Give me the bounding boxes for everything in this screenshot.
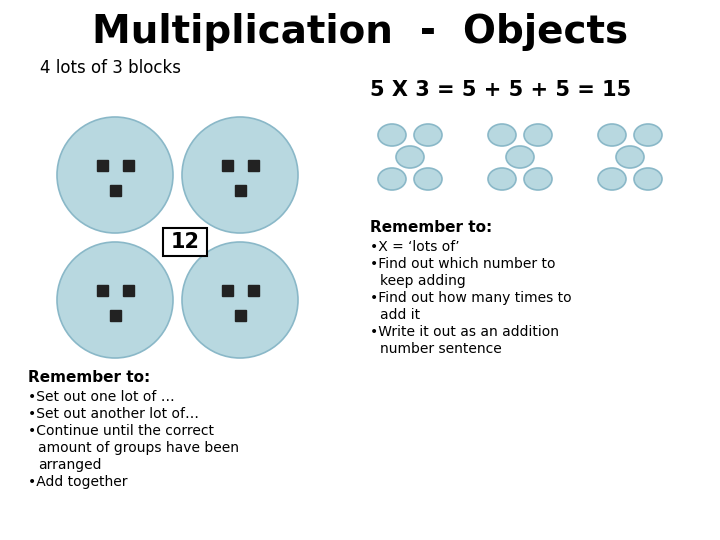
Text: keep adding: keep adding bbox=[380, 274, 466, 288]
Ellipse shape bbox=[414, 168, 442, 190]
Text: •Add together: •Add together bbox=[28, 475, 127, 489]
Ellipse shape bbox=[524, 124, 552, 146]
Ellipse shape bbox=[598, 168, 626, 190]
Text: •Set out one lot of …: •Set out one lot of … bbox=[28, 390, 175, 404]
Bar bbox=[235, 185, 246, 195]
Ellipse shape bbox=[506, 146, 534, 168]
Circle shape bbox=[182, 117, 298, 233]
FancyBboxPatch shape bbox=[163, 228, 207, 256]
Text: Remember to:: Remember to: bbox=[28, 370, 150, 385]
Bar bbox=[109, 185, 120, 195]
Text: 12: 12 bbox=[171, 232, 199, 252]
Ellipse shape bbox=[378, 124, 406, 146]
Text: •Set out another lot of…: •Set out another lot of… bbox=[28, 407, 199, 421]
Text: •Continue until the correct: •Continue until the correct bbox=[28, 424, 214, 438]
Text: Remember to:: Remember to: bbox=[370, 220, 492, 235]
Ellipse shape bbox=[634, 124, 662, 146]
Text: •Find out how many times to: •Find out how many times to bbox=[370, 291, 572, 305]
Bar bbox=[248, 159, 258, 171]
Bar bbox=[222, 285, 233, 295]
Text: arranged: arranged bbox=[38, 458, 102, 472]
Text: add it: add it bbox=[380, 308, 420, 322]
Ellipse shape bbox=[616, 146, 644, 168]
Bar bbox=[96, 159, 107, 171]
Text: •Write it out as an addition: •Write it out as an addition bbox=[370, 325, 559, 339]
Bar bbox=[122, 285, 133, 295]
Bar bbox=[248, 285, 258, 295]
Text: 5 X 3 = 5 + 5 + 5 = 15: 5 X 3 = 5 + 5 + 5 = 15 bbox=[370, 80, 631, 100]
Text: Multiplication  -  Objects: Multiplication - Objects bbox=[92, 13, 628, 51]
Ellipse shape bbox=[634, 168, 662, 190]
Text: amount of groups have been: amount of groups have been bbox=[38, 441, 239, 455]
Text: 4 lots of 3 blocks: 4 lots of 3 blocks bbox=[40, 59, 181, 77]
Ellipse shape bbox=[378, 168, 406, 190]
Bar bbox=[96, 285, 107, 295]
Bar bbox=[235, 309, 246, 321]
Ellipse shape bbox=[396, 146, 424, 168]
Text: •X = ‘lots of’: •X = ‘lots of’ bbox=[370, 240, 459, 254]
Ellipse shape bbox=[414, 124, 442, 146]
Circle shape bbox=[57, 242, 173, 358]
Text: •Find out which number to: •Find out which number to bbox=[370, 257, 556, 271]
Ellipse shape bbox=[488, 168, 516, 190]
Bar bbox=[109, 309, 120, 321]
Ellipse shape bbox=[524, 168, 552, 190]
Text: number sentence: number sentence bbox=[380, 342, 502, 356]
Ellipse shape bbox=[598, 124, 626, 146]
Circle shape bbox=[182, 242, 298, 358]
Bar bbox=[222, 159, 233, 171]
Bar bbox=[122, 159, 133, 171]
Ellipse shape bbox=[488, 124, 516, 146]
Circle shape bbox=[57, 117, 173, 233]
